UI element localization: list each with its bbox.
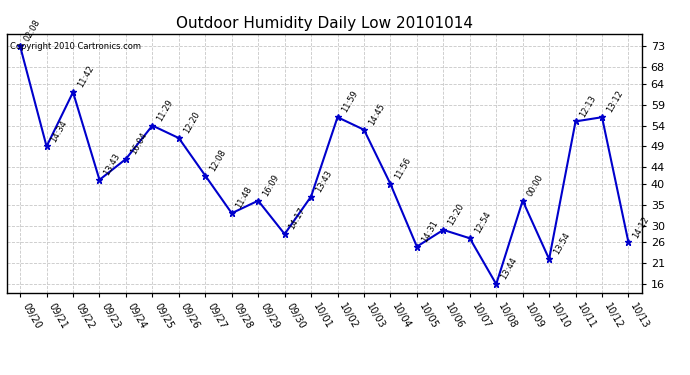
Text: 13:12: 13:12 — [605, 89, 624, 114]
Text: 14:12: 14:12 — [631, 214, 651, 240]
Title: Outdoor Humidity Daily Low 20101014: Outdoor Humidity Daily Low 20101014 — [176, 16, 473, 31]
Text: 11:29: 11:29 — [155, 98, 175, 123]
Text: 14:34: 14:34 — [50, 118, 69, 144]
Text: 16:04: 16:04 — [129, 131, 148, 156]
Text: 13:43: 13:43 — [102, 152, 122, 177]
Text: 12:20: 12:20 — [181, 110, 201, 135]
Text: 12:13: 12:13 — [578, 93, 598, 118]
Text: 16:09: 16:09 — [261, 173, 281, 198]
Text: 11:56: 11:56 — [393, 156, 413, 181]
Text: 00:00: 00:00 — [526, 173, 545, 198]
Text: Copyright 2010 Cartronics.com: Copyright 2010 Cartronics.com — [10, 42, 141, 51]
Text: 11:42: 11:42 — [76, 64, 95, 89]
Text: 14:17: 14:17 — [288, 206, 307, 231]
Text: 14:45: 14:45 — [367, 102, 386, 127]
Text: 02:08: 02:08 — [23, 18, 43, 44]
Text: 14:31: 14:31 — [420, 219, 440, 244]
Text: 13:43: 13:43 — [314, 168, 334, 194]
Text: 13:54: 13:54 — [552, 231, 571, 256]
Text: 12:08: 12:08 — [208, 148, 228, 173]
Text: 11:48: 11:48 — [235, 185, 254, 210]
Text: 13:20: 13:20 — [446, 202, 466, 227]
Text: 13:44: 13:44 — [499, 256, 519, 281]
Text: 11:59: 11:59 — [340, 89, 360, 114]
Text: 12:54: 12:54 — [473, 210, 492, 236]
